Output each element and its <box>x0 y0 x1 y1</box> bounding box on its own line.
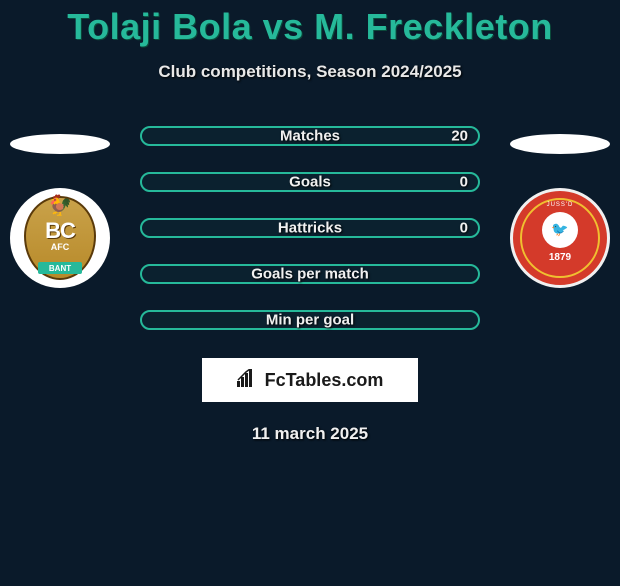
stats-list: Matches 20 Goals 0 Hattricks 0 Goals per… <box>140 126 480 330</box>
stat-row-gpm: Goals per match <box>140 264 480 284</box>
stat-value-right: 20 <box>451 128 468 145</box>
player-left-photo-placeholder <box>10 134 110 154</box>
stat-row-hattricks: Hattricks 0 <box>140 218 480 238</box>
club-badge-left-sub: AFC <box>51 242 70 252</box>
stat-label: Matches <box>280 128 340 145</box>
stat-label: Goals per match <box>251 266 369 283</box>
stat-row-goals: Goals 0 <box>140 172 480 192</box>
club-badge-right: JUSS'D 🐦 1879 <box>510 188 610 288</box>
stat-row-mpg: Min per goal <box>140 310 480 330</box>
stat-row-matches: Matches 20 <box>140 126 480 146</box>
brand-box: FcTables.com <box>202 358 418 402</box>
club-badge-left-shield: 🐓 BC AFC BANT <box>24 196 96 280</box>
subtitle: Club competitions, Season 2024/2025 <box>0 62 620 82</box>
player-right: JUSS'D 🐦 1879 <box>510 134 610 288</box>
club-badge-left-banner: BANT <box>38 262 82 274</box>
player-right-photo-placeholder <box>510 134 610 154</box>
club-badge-right-year: 1879 <box>549 252 571 263</box>
stat-label: Min per goal <box>266 312 354 329</box>
rooster-icon: 🐓 <box>48 196 73 216</box>
infographic-container: Tolaji Bola vs M. Freckleton Club compet… <box>0 6 620 444</box>
stat-label: Goals <box>289 174 331 191</box>
brand-text: FcTables.com <box>265 370 384 391</box>
date-text: 11 march 2025 <box>0 424 620 444</box>
bird-icon: 🐦 <box>542 212 578 248</box>
page-title: Tolaji Bola vs M. Freckleton <box>0 6 620 48</box>
player-left: 🐓 BC AFC BANT <box>10 134 110 288</box>
club-badge-left-initials: BC <box>45 218 75 244</box>
stat-label: Hattricks <box>278 220 342 237</box>
club-badge-right-ring: JUSS'D 🐦 1879 <box>520 198 600 278</box>
club-badge-right-arc: JUSS'D <box>547 202 574 208</box>
stat-value-right: 0 <box>460 174 468 191</box>
stat-value-right: 0 <box>460 220 468 237</box>
bar-chart-icon <box>237 369 259 392</box>
club-badge-left: 🐓 BC AFC BANT <box>10 188 110 288</box>
